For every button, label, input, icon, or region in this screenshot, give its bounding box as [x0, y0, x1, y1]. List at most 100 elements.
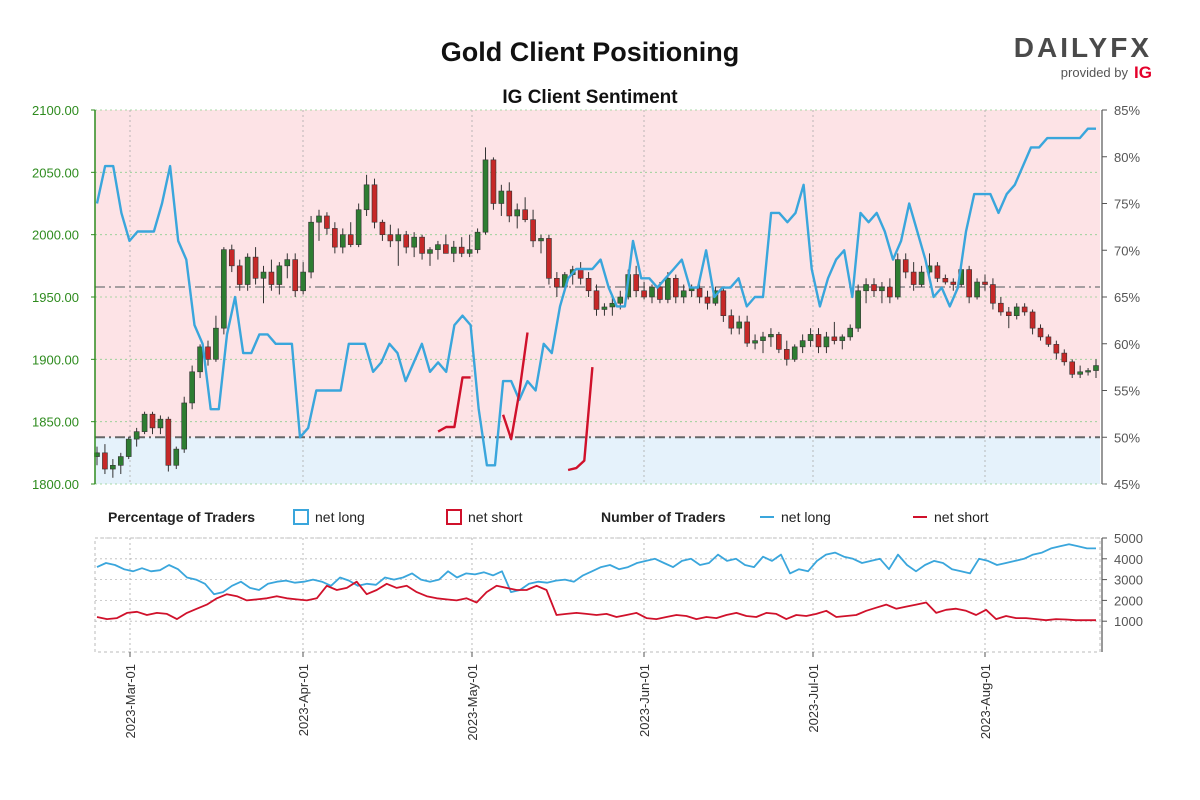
candle-body — [498, 190, 505, 204]
candle-body — [173, 448, 180, 466]
dailyfx-logo: DAILYFX provided by IG — [1014, 32, 1152, 82]
candle-body — [855, 290, 861, 329]
price-tick-label: 2100.00 — [32, 103, 79, 118]
price-axis-ticks: 2100.00 2050.00 2000.00 1950.00 1900.00 1850.… — [32, 103, 95, 492]
candle-body — [871, 284, 877, 292]
candle-body — [839, 336, 846, 341]
chart-title: Gold Client Positioning — [441, 37, 739, 67]
candle-body — [744, 321, 750, 344]
candle-body — [657, 286, 663, 300]
candle-body — [458, 246, 465, 254]
candle-body — [720, 290, 727, 316]
candle-body — [649, 286, 655, 298]
count-tick-label: 3000 — [1114, 573, 1143, 588]
legend-num-short-label: net short — [934, 509, 989, 525]
candle-body — [506, 190, 513, 217]
candle-body — [1029, 311, 1036, 329]
legend: Percentage of Traders net long net short… — [108, 509, 989, 525]
percent-tick-label: 55% — [1114, 384, 1140, 399]
candle-body — [213, 327, 219, 360]
net-long-count-line — [96, 543, 1096, 596]
candle-body — [601, 306, 608, 310]
count-axis-ticks: 5000 4000 3000 2000 1000 — [1102, 531, 1143, 629]
candle-body — [252, 256, 259, 279]
legend-num-long-label: net long — [781, 509, 831, 525]
candle-body — [791, 346, 798, 360]
candle-body — [641, 290, 647, 298]
candle-body — [831, 336, 838, 341]
candle-body — [696, 287, 703, 298]
candle-body — [387, 234, 394, 242]
count-tick-label: 4000 — [1114, 552, 1143, 567]
price-tick-label: 1850.00 — [32, 415, 79, 430]
candle-body — [902, 259, 909, 273]
candle-body — [284, 259, 291, 267]
candle-body — [617, 296, 624, 304]
candle-body — [125, 438, 132, 457]
candle-body — [1053, 344, 1060, 354]
candle-body — [538, 238, 544, 242]
candle-body — [514, 209, 521, 217]
legend-pct-long-swatch — [293, 509, 309, 525]
candle-body — [260, 271, 267, 279]
candle-body — [807, 334, 814, 341]
bottom-gridlines — [95, 537, 1100, 652]
candle-body — [593, 290, 600, 310]
percent-tick-label: 70% — [1114, 243, 1140, 258]
candle-body — [411, 236, 417, 248]
candle-body — [189, 371, 195, 404]
candle-body — [102, 452, 108, 470]
candle-body — [1069, 361, 1076, 375]
candle-body — [141, 413, 148, 432]
candle-body — [530, 219, 536, 242]
candle-body — [1077, 371, 1083, 375]
candle-body — [205, 346, 211, 360]
candle-body — [522, 209, 528, 221]
candle-body — [308, 221, 314, 273]
candle-body — [435, 244, 441, 250]
candle-body — [768, 334, 774, 338]
candle-body — [268, 271, 275, 285]
candle-body — [236, 265, 243, 285]
legend-num-title: Number of Traders — [601, 509, 726, 525]
candle-body — [815, 334, 822, 348]
date-tick-label: 2023-Mar-01 — [123, 664, 138, 738]
candle-body — [704, 296, 711, 304]
candle-body — [934, 265, 941, 279]
legend-pct-short-label: net short — [468, 509, 523, 525]
candle-body — [450, 246, 457, 254]
price-tick-label: 1800.00 — [32, 477, 79, 492]
trader-count-panel: 5000 4000 3000 2000 1000 2023-Mar-01 2023-Apr… — [94, 531, 1143, 741]
candle-body — [950, 281, 957, 285]
percent-tick-label: 80% — [1114, 150, 1140, 165]
candle-body — [490, 159, 497, 204]
candle-body — [1085, 370, 1091, 373]
candle-body — [776, 334, 782, 350]
count-tick-label: 2000 — [1114, 593, 1143, 608]
candle-body — [1045, 336, 1052, 345]
net-short-pct-segment — [437, 376, 471, 433]
candle-body — [324, 215, 330, 229]
candle-body — [149, 413, 156, 429]
candle-body — [982, 281, 988, 285]
price-tick-label: 1900.00 — [32, 352, 79, 367]
candle-body — [942, 277, 949, 283]
candle-body — [894, 259, 901, 298]
candle-body — [672, 277, 679, 298]
candle-body — [554, 277, 560, 288]
candle-body — [133, 431, 140, 440]
candle-body — [181, 402, 188, 450]
candle-body — [609, 302, 616, 308]
net-long-pct-line — [95, 127, 1096, 467]
candle-body — [474, 231, 481, 250]
candlesticks — [94, 147, 1099, 478]
candle-body — [347, 234, 354, 245]
candle-body — [292, 259, 299, 292]
price-sentiment-panel: 2100.00 2050.00 2000.00 1950.00 1900.00 1850.… — [32, 103, 1140, 492]
candle-body — [760, 336, 766, 341]
candle-body — [403, 234, 410, 248]
dailyfx-logo-text: DAILYFX — [1014, 32, 1152, 63]
date-tick-label: 2023-Aug-01 — [978, 664, 993, 739]
candle-body — [197, 346, 203, 373]
net-short-pct-segment — [501, 332, 529, 441]
